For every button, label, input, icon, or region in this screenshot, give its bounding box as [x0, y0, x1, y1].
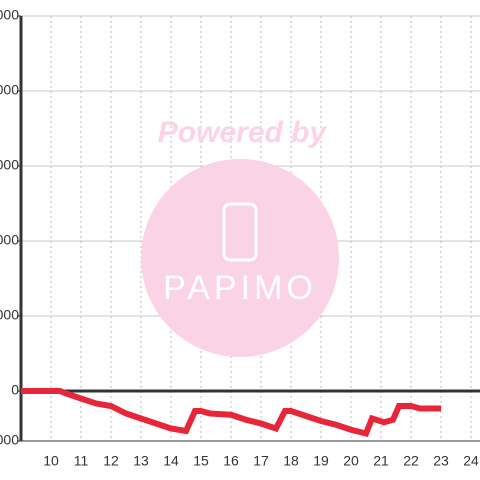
x-tick-label: 21: [373, 453, 389, 469]
y-tick-label: 150,000: [0, 7, 19, 23]
watermark-circle: [141, 159, 339, 357]
x-tick-label: 17: [253, 453, 269, 469]
y-tick-label: 30,000: [0, 307, 19, 323]
x-tick-label: 14: [163, 453, 179, 469]
x-tick-label: 11: [74, 453, 89, 469]
x-tick-label: 19: [313, 453, 329, 469]
y-tick-label: 90,000: [0, 157, 19, 173]
x-tick-label: 13: [133, 453, 149, 469]
watermark-logo: PAPIMO: [163, 269, 317, 307]
x-tick-label: 16: [223, 453, 239, 469]
x-tick-label: 18: [283, 453, 299, 469]
y-tick-label: 60,000: [0, 232, 19, 248]
x-tick-label: 15: [193, 453, 209, 469]
watermark: Powered by PAPIMO: [141, 116, 339, 357]
y-tick-label: 0: [11, 382, 19, 398]
x-tick-label: 20: [343, 453, 359, 469]
x-tick-label: 10: [43, 453, 59, 469]
watermark-phone: [222, 202, 258, 262]
y-tick-label: -20,000: [0, 432, 19, 448]
x-tick-label: 23: [433, 453, 449, 469]
y-tick-label: 120,000: [0, 82, 19, 98]
x-tick-label: 12: [103, 453, 119, 469]
x-tick-label: 24: [463, 453, 479, 469]
watermark-text: Powered by: [158, 116, 328, 149]
line: [21, 388, 441, 438]
x-tick-label: 22: [403, 453, 419, 469]
